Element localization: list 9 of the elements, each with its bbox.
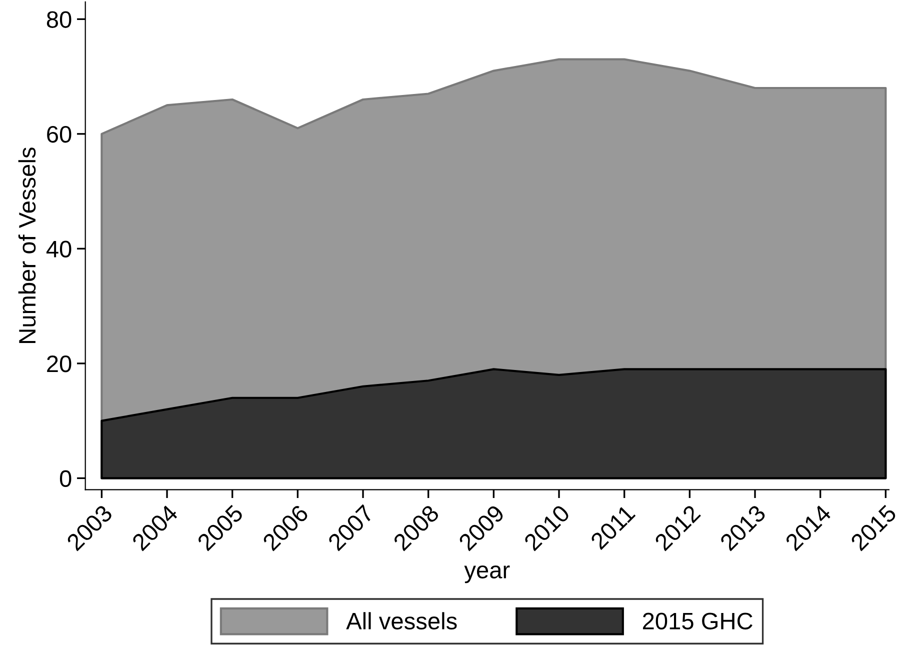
y-tick-label: 80	[46, 11, 72, 28]
y-tick-label: 60	[47, 126, 72, 143]
x-axis-title: year	[464, 566, 510, 584]
y-tick-label: 40	[46, 240, 72, 258]
legend-label: All vessels	[346, 612, 457, 630]
y-tick-label: 0	[60, 470, 72, 487]
legend-label: 2015 GHC	[642, 612, 752, 630]
y-axis-title: Number of Vessels	[18, 148, 36, 343]
y-tick-label: 20	[47, 356, 72, 372]
